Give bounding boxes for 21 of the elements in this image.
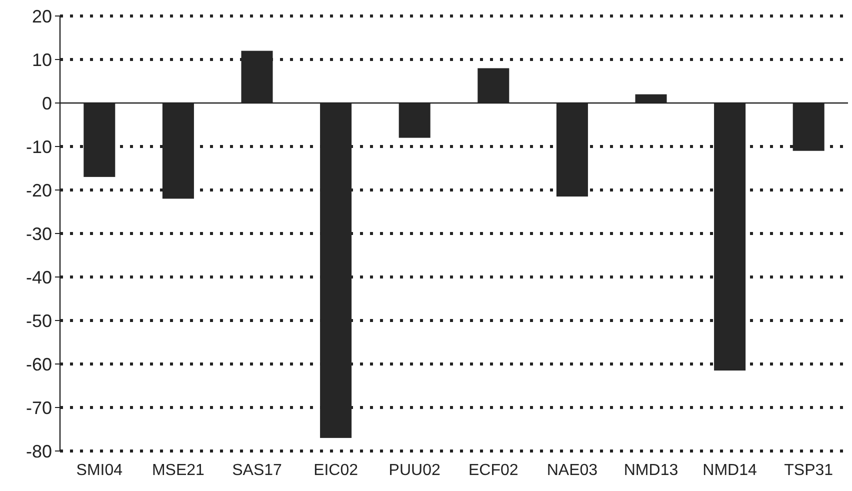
y-tick-label: 10 (32, 50, 52, 70)
y-tick-label: -70 (26, 398, 52, 418)
y-tick-label: -10 (26, 136, 52, 157)
y-tick-label: 0 (42, 93, 52, 114)
x-tick-label: PUU02 (388, 462, 440, 479)
x-tick-label: NMD14 (702, 462, 758, 479)
x-tick-label: MSE21 (152, 462, 205, 479)
y-tick-label: -60 (26, 354, 52, 374)
y-tick-label: -50 (26, 310, 52, 331)
x-tick-label: EIC02 (314, 462, 358, 479)
y-tick-label: -20 (26, 180, 52, 200)
x-tick-label: NAE03 (546, 462, 598, 479)
y-tick-label: -30 (26, 224, 52, 244)
x-tick-label: TSP31 (784, 462, 834, 479)
x-tick-label: NMD13 (624, 462, 678, 479)
x-tick-label: ECF02 (468, 462, 518, 479)
y-tick-label: 20 (32, 6, 52, 26)
y-tick-label: -40 (26, 267, 52, 288)
y-tick-label: -80 (26, 441, 52, 462)
x-tick-label: SMI04 (76, 462, 123, 479)
x-tick-label: SAS17 (232, 462, 282, 479)
